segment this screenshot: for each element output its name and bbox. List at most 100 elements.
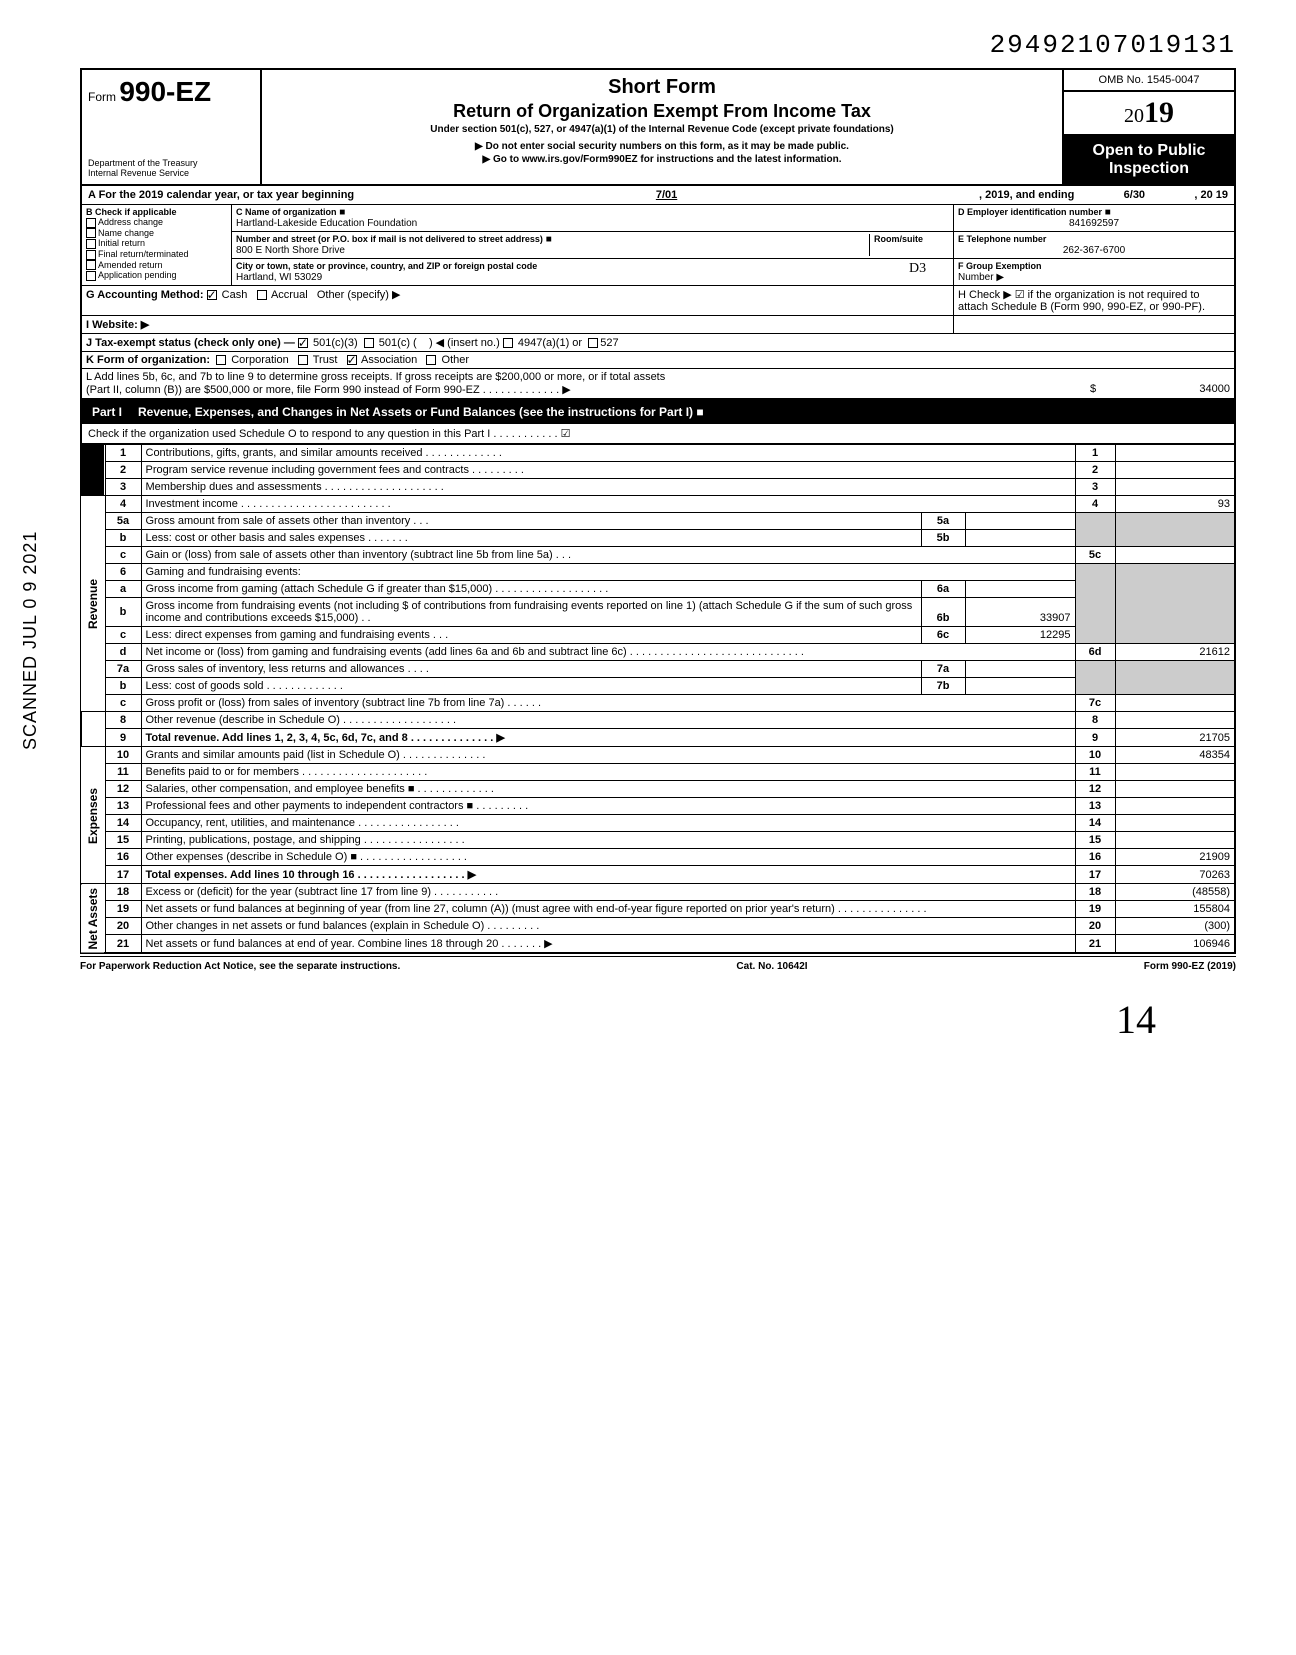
- j-4947: 4947(a)(1) or: [518, 337, 582, 349]
- cb-pending[interactable]: Application pending: [86, 270, 227, 281]
- e-label: E Telephone number: [958, 234, 1046, 244]
- cb-4947[interactable]: [503, 338, 513, 348]
- street-label: Number and street (or P.O. box if mail i…: [236, 234, 543, 244]
- g-label: G Accounting Method:: [86, 289, 204, 301]
- box5b: 5b: [921, 530, 965, 547]
- part1-label: Part I: [82, 402, 132, 422]
- val16: 21909: [1115, 849, 1235, 866]
- c-label: C Name of organization: [236, 207, 337, 217]
- shadev5: [1115, 513, 1235, 547]
- instruction-line-2: ▶ Go to www.irs.gov/Form990EZ for instru…: [272, 154, 1052, 165]
- desc6a: Gross income from gaming (attach Schedul…: [141, 581, 921, 598]
- desc5a: Gross amount from sale of assets other t…: [141, 513, 921, 530]
- part1-title: Revenue, Expenses, and Changes in Net As…: [132, 402, 1234, 422]
- ln5c: c: [105, 547, 141, 564]
- k-label: K Form of organization:: [86, 354, 210, 366]
- footer-mid: Cat. No. 10642I: [736, 961, 807, 972]
- ln5a: 5a: [105, 513, 141, 530]
- desc6c: Less: direct expenses from gaming and fu…: [141, 627, 921, 644]
- cb-other[interactable]: [426, 355, 436, 365]
- num18: 18: [1075, 884, 1115, 901]
- desc3: Membership dues and assessments . . . . …: [141, 479, 1075, 496]
- ln5b: b: [105, 530, 141, 547]
- val11: [1115, 764, 1235, 781]
- row-l: L Add lines 5b, 6c, and 7b to line 9 to …: [80, 369, 1236, 400]
- num12: 12: [1075, 781, 1115, 798]
- val15: [1115, 832, 1235, 849]
- short-form-title: Short Form: [272, 76, 1052, 99]
- box7a: 7a: [921, 661, 965, 678]
- city: Hartland, WI 53029: [236, 272, 322, 283]
- i-label: I Website: ▶: [86, 319, 149, 331]
- cb-assoc[interactable]: [347, 355, 357, 365]
- desc20: Other changes in net assets or fund bala…: [141, 918, 1075, 935]
- cb-527[interactable]: [588, 338, 598, 348]
- cb-corp[interactable]: [216, 355, 226, 365]
- desc10: Grants and similar amounts paid (list in…: [141, 747, 1075, 764]
- room-label: Room/suite: [874, 234, 923, 244]
- l-amount: 34000: [1110, 383, 1230, 396]
- year-begin: 7/01: [354, 189, 979, 201]
- val14: [1115, 815, 1235, 832]
- desc19: Net assets or fund balances at beginning…: [141, 901, 1075, 918]
- blackbar: [81, 445, 105, 496]
- desc7c: Gross profit or (loss) from sales of inv…: [141, 695, 1075, 712]
- desc6: Gaming and fundraising events:: [141, 564, 1075, 581]
- year-big: 19: [1144, 96, 1174, 129]
- val19: 155804: [1115, 901, 1235, 918]
- instruction-line-1: ▶ Do not enter social security numbers o…: [272, 141, 1052, 152]
- val17: 70263: [1115, 866, 1235, 884]
- num7c: 7c: [1075, 695, 1115, 712]
- cb-initial-return[interactable]: Initial return: [86, 238, 227, 249]
- cb-amended[interactable]: Amended return: [86, 260, 227, 271]
- ln13: 13: [105, 798, 141, 815]
- ln1: 1: [105, 445, 141, 462]
- val20: (300): [1115, 918, 1235, 935]
- num21: 21: [1075, 935, 1115, 954]
- cb-trust[interactable]: [298, 355, 308, 365]
- ein: 841692597: [958, 218, 1230, 229]
- b-title: B Check if applicable: [86, 207, 177, 217]
- cb-501c[interactable]: [364, 338, 374, 348]
- desc14: Occupancy, rent, utilities, and maintena…: [141, 815, 1075, 832]
- j-insert: ) ◀ (insert no.): [429, 337, 500, 349]
- line-a-text: A For the 2019 calendar year, or tax yea…: [88, 189, 354, 201]
- k-other: Other: [442, 354, 470, 366]
- ln11: 11: [105, 764, 141, 781]
- j-label: J Tax-exempt status (check only one) —: [86, 337, 295, 349]
- box7b: 7b: [921, 678, 965, 695]
- shade6: [1075, 564, 1115, 644]
- line-a-mid: , 2019, and ending: [979, 189, 1074, 201]
- num8: 8: [1075, 712, 1115, 729]
- g-accrual: Accrual: [271, 289, 308, 301]
- cb-501c3[interactable]: [298, 338, 308, 348]
- sv6b: 33907: [965, 598, 1075, 627]
- ln17: 17: [105, 866, 141, 884]
- omb-number: OMB No. 1545-0047: [1064, 70, 1234, 92]
- tax-year: 2019: [1064, 92, 1234, 136]
- ln7b: b: [105, 678, 141, 695]
- k-trust: Trust: [313, 354, 338, 366]
- cb-name-change[interactable]: Name change: [86, 228, 227, 239]
- g-other: Other (specify) ▶: [317, 289, 401, 301]
- line-a: A For the 2019 calendar year, or tax yea…: [80, 186, 1236, 205]
- row-j: J Tax-exempt status (check only one) — 5…: [80, 334, 1236, 352]
- desc13: Professional fees and other payments to …: [141, 798, 1075, 815]
- phone: 262-367-6700: [958, 245, 1230, 256]
- ln7c: c: [105, 695, 141, 712]
- dept-irs: Internal Revenue Service: [88, 168, 254, 178]
- val1: [1115, 445, 1235, 462]
- year-end-year: , 20 19: [1194, 189, 1228, 201]
- desc21: Net assets or fund balances at end of ye…: [141, 935, 1075, 954]
- ln6: 6: [105, 564, 141, 581]
- cb-address-change[interactable]: Address change: [86, 217, 227, 228]
- spacer-rev: [81, 712, 105, 747]
- cb-final-return[interactable]: Final return/terminated: [86, 249, 227, 260]
- sv6c: 12295: [965, 627, 1075, 644]
- num6d: 6d: [1075, 644, 1115, 661]
- dept-block: Department of the Treasury Internal Reve…: [88, 158, 254, 178]
- cb-cash[interactable]: [207, 290, 217, 300]
- k-assoc: Association: [361, 354, 417, 366]
- ln6b: b: [105, 598, 141, 627]
- cb-accrual[interactable]: [257, 290, 267, 300]
